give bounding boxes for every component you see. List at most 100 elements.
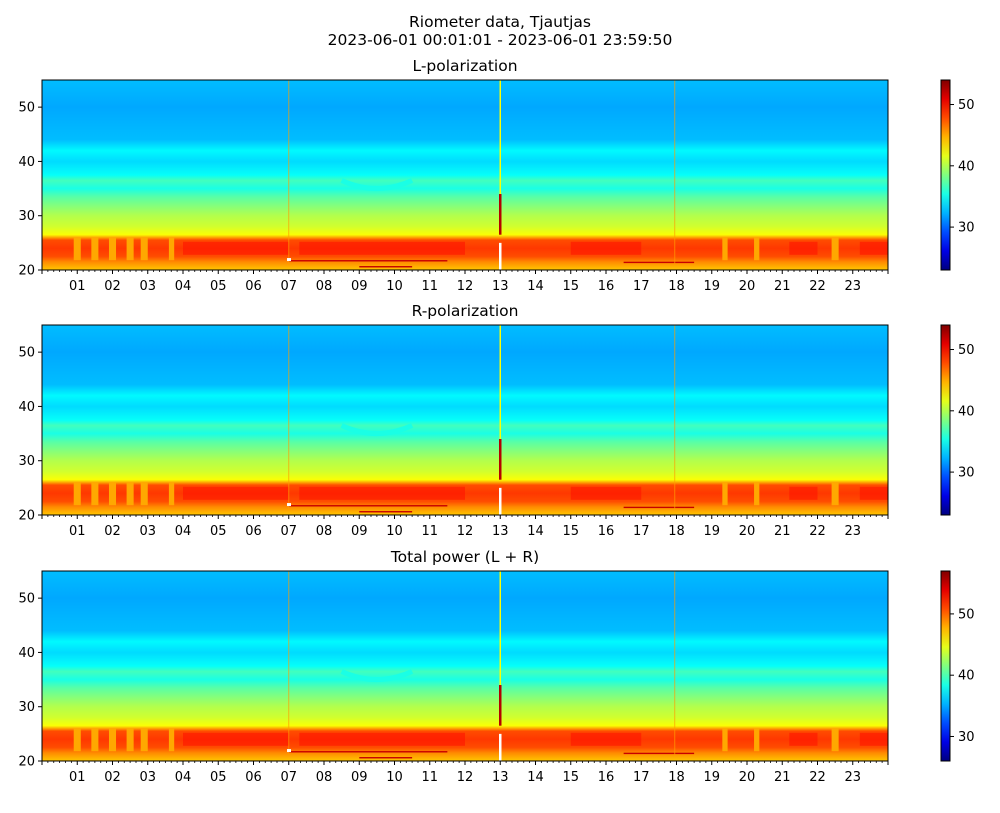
band-light-segment <box>73 482 81 506</box>
x-tick-label: 08 <box>316 770 333 785</box>
x-tick-label: 19 <box>703 524 720 539</box>
y-tick-label: 50 <box>18 101 35 116</box>
colorbar-tick-label: 40 <box>958 404 975 419</box>
band-hot-core <box>570 486 642 500</box>
x-tick-label: 20 <box>739 279 756 294</box>
x-tick-label: 10 <box>386 524 403 539</box>
x-tick-label: 19 <box>703 279 720 294</box>
x-tick-label: 21 <box>774 279 791 294</box>
band-light-segment <box>754 237 760 261</box>
total-power-panel: 20 30 40 50 01 02 03 04 05 06 07 08 09 10 11 12 13 14 15 16… <box>18 570 975 785</box>
band-hot-core <box>183 241 289 255</box>
x-tick-label: 12 <box>457 770 474 785</box>
band-light-segment <box>168 237 175 261</box>
figure-title-line1: Riometer data, Tjautjas <box>409 13 591 31</box>
band-light-segment <box>722 728 728 752</box>
heatmap-background <box>42 571 888 761</box>
band-light-segment <box>91 237 99 261</box>
band-hot-core <box>789 486 818 500</box>
band-hot-core <box>183 486 289 500</box>
x-tick-label: 18 <box>668 279 685 294</box>
x-tick-label: 01 <box>69 524 86 539</box>
x-tick-label: 06 <box>245 770 262 785</box>
band-light-segment <box>831 482 839 506</box>
x-tick-label: 05 <box>210 770 227 785</box>
red-streak <box>359 757 413 759</box>
colorbar <box>940 79 951 271</box>
l-polarization-panel: 20 30 40 50 01 02 03 04 05 06 07 08 09 10 11 12 13 14 15 16… <box>18 79 975 294</box>
x-tick-label: 21 <box>774 770 791 785</box>
x-tick-label: 17 <box>633 524 650 539</box>
x-tick-label: 09 <box>351 770 368 785</box>
x-tick-label: 07 <box>280 279 297 294</box>
band-hot-core <box>789 732 818 746</box>
x-tick-label: 11 <box>421 524 438 539</box>
colorbar-tick-label: 50 <box>958 607 975 622</box>
red-streak <box>359 266 413 268</box>
x-tick-label: 21 <box>774 524 791 539</box>
x-tick-label: 15 <box>562 524 579 539</box>
band-light-segment <box>754 728 760 752</box>
x-tick-label: 13 <box>492 279 509 294</box>
x-tick-label: 07 <box>280 524 297 539</box>
x-tick-label: 02 <box>104 770 121 785</box>
x-tick-label: 04 <box>175 770 192 785</box>
band-light-segment <box>140 482 148 506</box>
y-tick-label: 20 <box>18 755 35 770</box>
band-light-segment <box>831 237 839 261</box>
x-tick-label: 15 <box>562 279 579 294</box>
dip-arc <box>340 423 414 436</box>
x-tick-label: 05 <box>210 524 227 539</box>
red-streak <box>623 506 695 509</box>
red-streak <box>288 260 448 262</box>
band-light-segment <box>722 237 728 261</box>
band-hot-core <box>789 241 818 255</box>
heatmap-area <box>42 325 888 515</box>
y-tick-label: 40 <box>18 400 35 415</box>
r-polarization-panel: 20 30 40 50 01 02 03 04 05 06 07 08 09 10 11 12 13 14 15 16… <box>18 324 975 539</box>
figure-title-line2: 2023-06-01 00:01:01 - 2023-06-01 23:59:5… <box>327 31 673 49</box>
x-tick-label: 19 <box>703 770 720 785</box>
x-tick-label: 08 <box>316 524 333 539</box>
dip-arc <box>340 669 414 682</box>
y-tick-label: 50 <box>18 346 35 361</box>
x-tick-label: 03 <box>139 770 156 785</box>
panel-title-r: R-polarization <box>411 302 519 320</box>
band-light-segment <box>140 237 148 261</box>
band-hot-core <box>570 732 642 746</box>
band-hot-core <box>299 732 465 746</box>
colorbar-tick-label: 50 <box>958 98 975 113</box>
y-tick-label: 30 <box>18 454 35 469</box>
x-tick-label: 11 <box>421 279 438 294</box>
x-tick-label: 23 <box>844 524 861 539</box>
x-tick-label: 23 <box>844 279 861 294</box>
figure-title: Riometer data, Tjautjas 2023-06-01 00:01… <box>0 13 1000 49</box>
x-tick-label: 17 <box>633 279 650 294</box>
x-tick-label: 03 <box>139 524 156 539</box>
x-tick-label: 18 <box>668 770 685 785</box>
y-tick-label: 50 <box>18 592 35 607</box>
y-tick-label: 40 <box>18 646 35 661</box>
heatmap-background <box>42 325 888 515</box>
x-tick-label: 05 <box>210 279 227 294</box>
colorbar-tick-label: 40 <box>958 669 975 684</box>
band-light-segment <box>168 728 175 752</box>
panel-title-total: Total power (L + R) <box>390 548 540 566</box>
x-tick-label: 16 <box>598 279 615 294</box>
band-light-segment <box>73 237 81 261</box>
red-streak <box>623 261 695 264</box>
colorbar-tick-label: 30 <box>958 466 975 481</box>
band-light-segment <box>91 482 99 506</box>
band-hot-core <box>183 732 289 746</box>
x-tick-label: 15 <box>562 770 579 785</box>
x-tick-label: 10 <box>386 279 403 294</box>
heatmap-area <box>42 80 888 270</box>
x-tick-label: 14 <box>527 770 544 785</box>
band-hot-core <box>859 241 888 255</box>
band-light-segment <box>108 728 117 752</box>
red-streak <box>359 511 413 513</box>
band-hot-core <box>859 732 888 746</box>
x-tick-label: 06 <box>245 279 262 294</box>
heatmap-background <box>42 80 888 270</box>
red-streak <box>288 505 448 507</box>
